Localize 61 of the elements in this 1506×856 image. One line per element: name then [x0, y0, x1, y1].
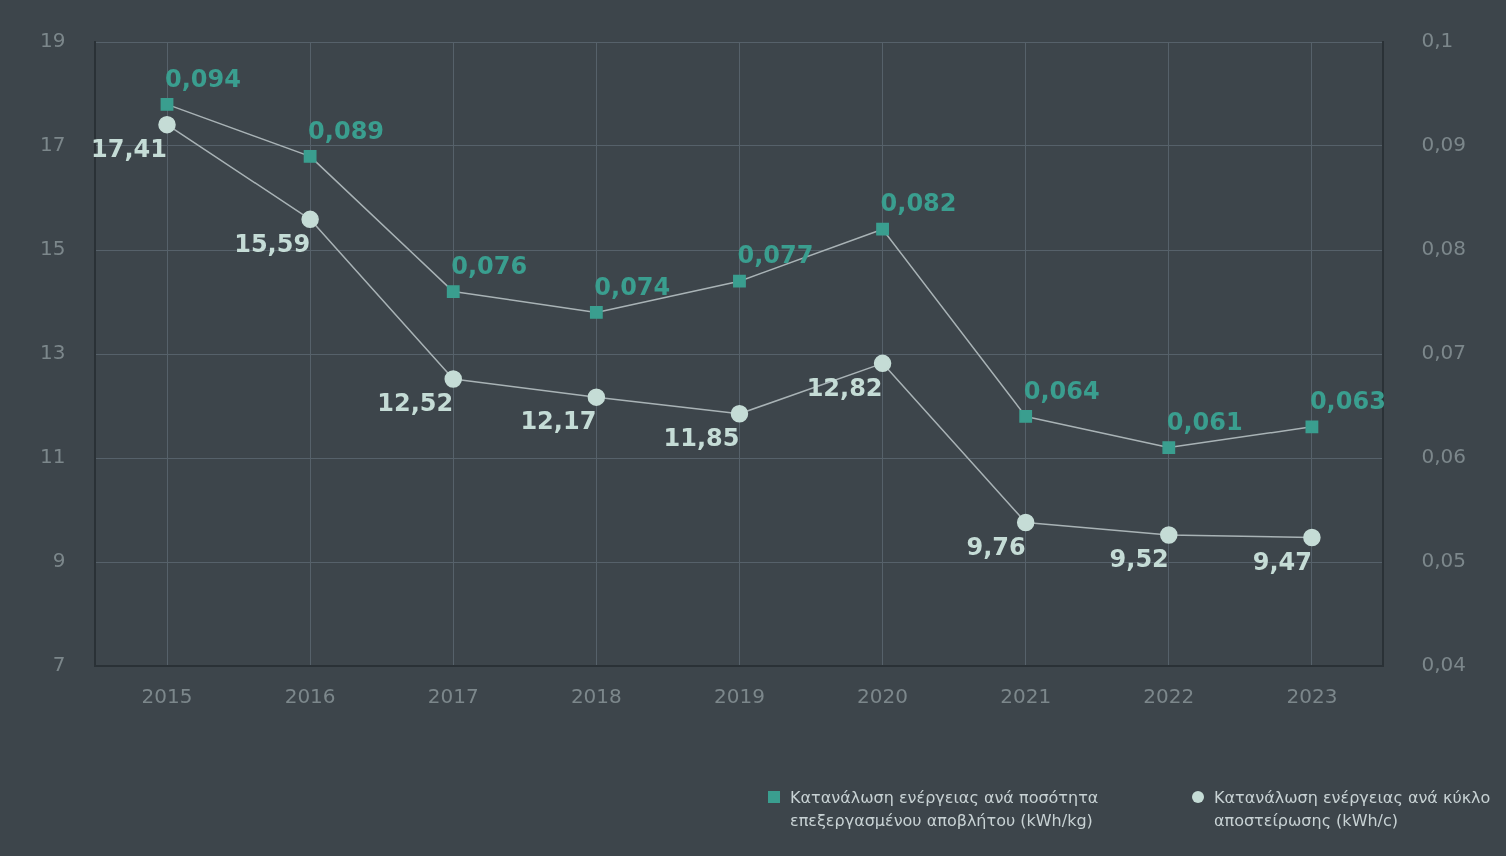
point [444, 370, 462, 388]
data-label: 0,089 [308, 116, 385, 145]
data-label: 15,59 [234, 229, 311, 258]
y2-tick-label: 0,08 [1421, 236, 1466, 261]
y2-tick-label: 0,06 [1421, 444, 1466, 469]
data-label: 0,077 [737, 241, 814, 270]
data-label: 0,063 [1309, 387, 1386, 416]
y2-tick-label: 0,1 [1421, 28, 1454, 53]
x-tick-label: 2015 [141, 684, 193, 709]
point [1160, 526, 1178, 544]
data-label: 9,76 [966, 532, 1026, 561]
y-tick-label: 13 [40, 340, 66, 365]
point [589, 305, 603, 319]
y-tick-label: 15 [40, 236, 66, 261]
y2-tick-label: 0,09 [1421, 132, 1466, 157]
point [160, 97, 174, 111]
data-label: 0,061 [1166, 407, 1243, 436]
data-label: 0,064 [1023, 376, 1100, 405]
legend-label: Κατανάλωση ενέργειας ανά ποσότητα επεξεργασμένου αποβλήτου (kWh/kg) [790, 787, 1100, 832]
y2-tick-label: 0,07 [1421, 340, 1466, 365]
point [446, 285, 460, 299]
point [876, 222, 889, 236]
point [303, 149, 317, 163]
data-label: 11,85 [663, 424, 740, 453]
x-tick-label: 2020 [857, 684, 909, 709]
point [730, 405, 749, 423]
point [587, 388, 606, 406]
data-label: 12,82 [806, 373, 883, 402]
x-tick-label: 2021 [1000, 684, 1052, 709]
data-label: 12,17 [520, 407, 597, 436]
x-tick-label: 2022 [1143, 684, 1195, 709]
x-tick-label: 2016 [284, 684, 336, 709]
point [301, 210, 319, 229]
point [158, 115, 176, 134]
data-label: 0,076 [451, 251, 528, 280]
x-tick-label: 2023 [1286, 684, 1338, 709]
point [873, 354, 892, 373]
y-tick-label: 11 [40, 444, 66, 469]
data-label: 0,074 [594, 272, 671, 301]
data-label: 12,52 [377, 389, 454, 418]
y2-tick-label: 0,05 [1421, 548, 1466, 573]
point [1303, 528, 1321, 547]
point [1016, 513, 1035, 532]
y-tick-label: 7 [52, 652, 66, 677]
data-label: 0,094 [165, 64, 241, 93]
point [1305, 420, 1319, 434]
point [733, 274, 746, 288]
x-tick-label: 2017 [427, 684, 479, 709]
data-label: 9,47 [1252, 547, 1312, 576]
data-label: 9,52 [1109, 545, 1169, 574]
data-label: 17,41 [91, 134, 168, 163]
legend-label: Κατανάλωση ενέργειας ανά κύκλο αποστείρωσης (kWh/c) [1214, 787, 1492, 832]
point [1019, 409, 1033, 423]
y-tick-label: 19 [40, 28, 66, 53]
data-label: 0,082 [880, 189, 957, 218]
y2-tick-label: 0,04 [1421, 652, 1466, 677]
y-tick-label: 9 [52, 548, 66, 573]
x-tick-label: 2018 [570, 684, 622, 709]
y-tick-label: 17 [40, 132, 66, 157]
point [1162, 441, 1176, 455]
x-tick-label: 2019 [714, 684, 765, 709]
